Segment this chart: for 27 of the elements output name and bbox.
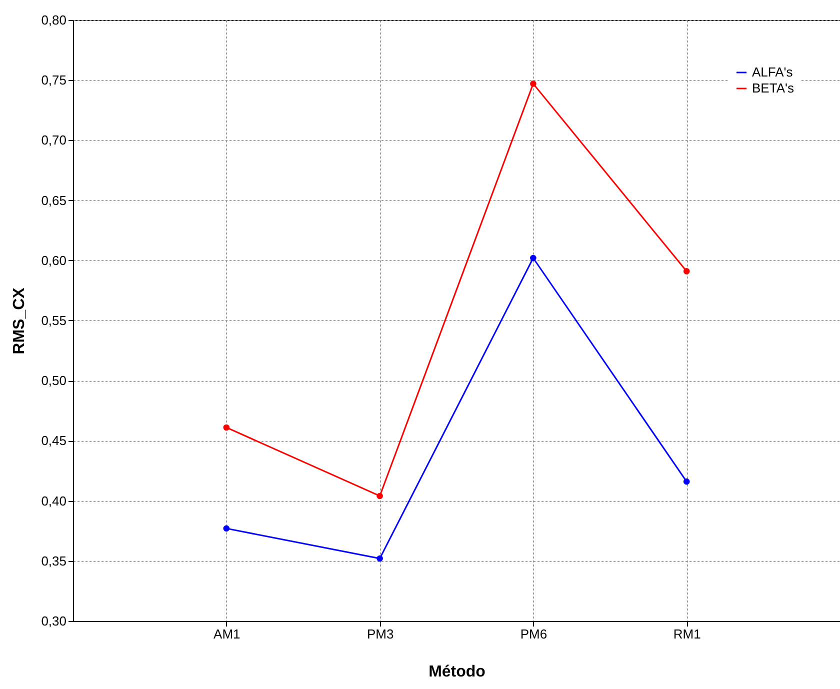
legend-label: BETA's	[752, 80, 794, 96]
y-tick-label: 0,30	[41, 614, 66, 628]
y-tick-label: 0,75	[41, 72, 66, 88]
point	[376, 492, 383, 500]
y-tick-label: 0,60	[41, 252, 66, 268]
x-tick-label: AM1	[214, 626, 240, 642]
point	[530, 80, 536, 87]
y-tick-label: 0,45	[41, 433, 66, 448]
y-tick-label: 0,40	[41, 493, 66, 508]
point	[223, 424, 230, 431]
y-tick-label: 0,50	[41, 373, 66, 388]
y-tick-label: 0,70	[41, 132, 66, 148]
point	[223, 525, 230, 532]
point	[683, 478, 690, 485]
point	[683, 268, 690, 274]
legend-label: ALFA's	[752, 64, 794, 80]
y-axis-title: RMS_CX	[11, 287, 28, 354]
point	[376, 555, 383, 562]
y-tick-label: 0,35	[41, 553, 66, 568]
x-tick-label: PM6	[520, 626, 548, 642]
y-tick-label: 0,80	[41, 12, 66, 28]
y-tick-label: 0,65	[41, 192, 66, 208]
x-tick-label: PM3	[366, 626, 394, 642]
y-tick-label: 0,55	[41, 313, 66, 328]
point	[530, 254, 536, 262]
x-tick-label: RM1	[673, 626, 701, 642]
x-axis-title: Método	[428, 664, 486, 680]
